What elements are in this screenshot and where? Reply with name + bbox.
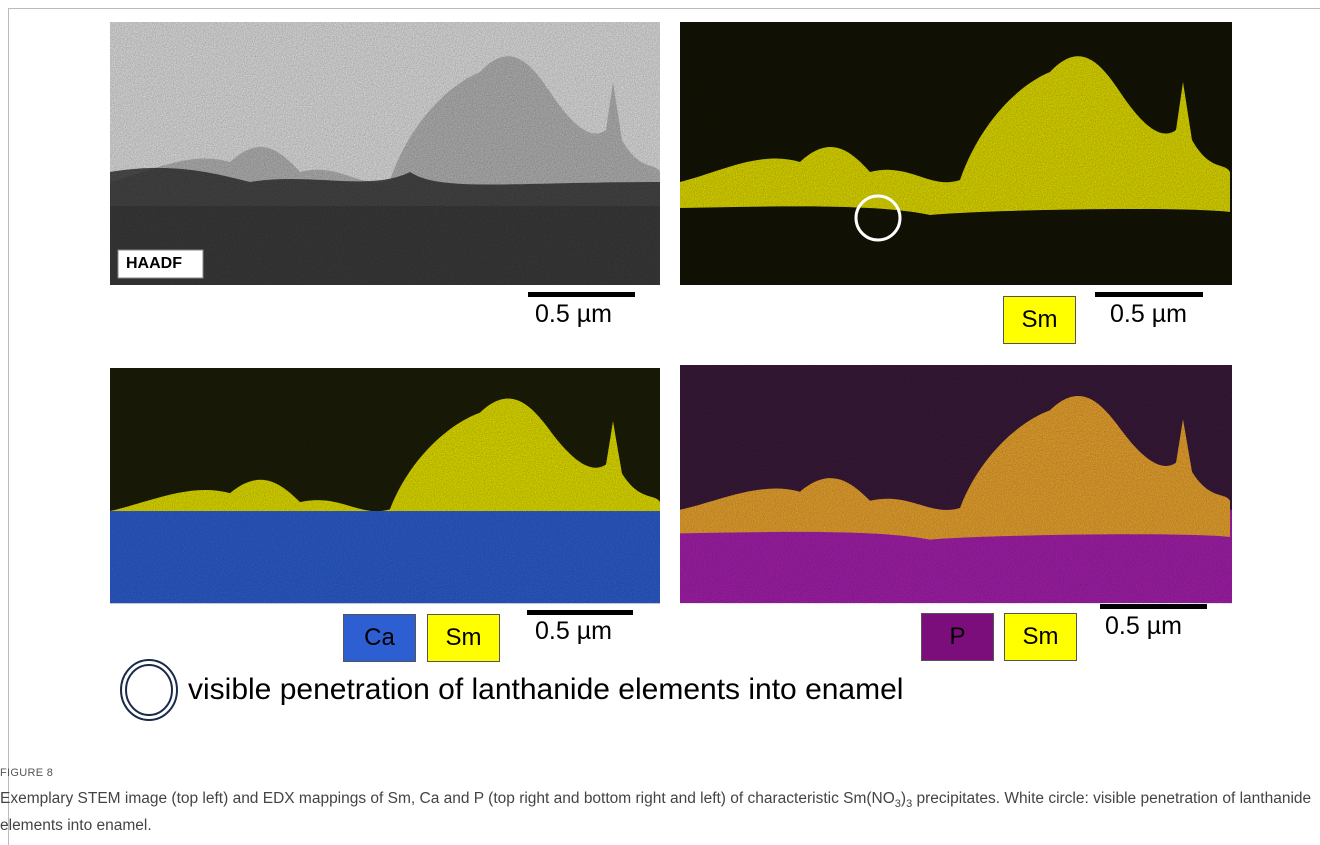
legend-circle (121, 660, 177, 720)
ca-sm-map (110, 368, 660, 603)
scale-bar-label: 0.5 µm (535, 300, 612, 329)
element-key: Sm (1004, 613, 1077, 661)
p-sm-map (680, 365, 1232, 603)
caption: Exemplary STEM image (top left) and EDX … (0, 788, 1315, 837)
figure-label: FIGURE 8 (0, 767, 53, 779)
page: {"panels": [ {"label": "HAADF", "scale_b… (0, 0, 1320, 845)
scale-bar (527, 610, 633, 615)
sm-map (680, 22, 1232, 285)
caption-text: Exemplary STEM image (top left) and EDX … (0, 790, 895, 807)
scale-bar-label: 0.5 µm (1110, 300, 1187, 329)
scale-bar-label: 0.5 µm (535, 617, 612, 646)
scale-bar-label: 0.5 µm (1105, 612, 1182, 641)
haadf-image (110, 22, 660, 285)
legend-text: visible penetration of lanthanide elemen… (188, 673, 903, 707)
scale-bar (528, 292, 635, 297)
element-key: P (921, 613, 994, 661)
panel-label: HAADF (126, 255, 182, 273)
element-key: Sm (427, 614, 500, 662)
scale-bar (1095, 292, 1203, 297)
scale-bar (1100, 604, 1207, 609)
element-key: Ca (343, 614, 416, 662)
element-key: Sm (1003, 296, 1076, 344)
